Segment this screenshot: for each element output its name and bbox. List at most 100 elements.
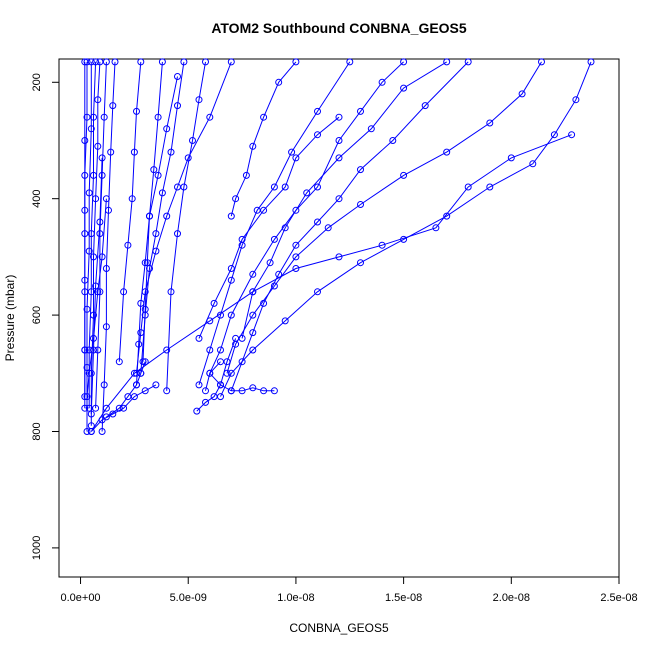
series-line bbox=[198, 116, 340, 339]
data-point bbox=[124, 241, 132, 249]
data-point bbox=[292, 253, 300, 261]
series-7 bbox=[238, 58, 451, 342]
data-point bbox=[217, 381, 224, 389]
data-point bbox=[83, 393, 91, 401]
data-point bbox=[400, 84, 408, 92]
y-tick-label: 600 bbox=[31, 306, 43, 324]
data-point bbox=[486, 183, 494, 191]
series-line bbox=[230, 61, 469, 391]
data-point bbox=[400, 58, 408, 66]
series-line bbox=[198, 61, 351, 386]
data-point bbox=[217, 346, 224, 354]
series-3 bbox=[223, 58, 545, 377]
data-point bbox=[143, 259, 151, 267]
data-point bbox=[98, 253, 106, 261]
data-point bbox=[98, 154, 106, 162]
data-point bbox=[152, 381, 160, 389]
series-10 bbox=[133, 58, 235, 377]
series-line bbox=[140, 61, 185, 374]
data-point bbox=[238, 235, 246, 243]
data-point bbox=[314, 107, 321, 115]
series-line bbox=[95, 61, 107, 409]
data-point bbox=[163, 387, 171, 395]
y-tick-label: 200 bbox=[31, 73, 43, 91]
data-point bbox=[141, 259, 149, 267]
x-axis-label: CONBNA_GEOS5 bbox=[289, 621, 389, 635]
series-layer bbox=[81, 58, 595, 435]
data-point bbox=[550, 131, 558, 139]
data-point bbox=[133, 107, 140, 115]
x-tick-label: 2.0e-08 bbox=[493, 592, 530, 604]
data-point bbox=[81, 206, 89, 214]
data-point bbox=[529, 160, 537, 168]
data-point bbox=[206, 113, 214, 121]
x-axis: 0.0e+00 5.0e-09 1.0e-08 1.5e-08 2.0e-08 2.5e-… bbox=[60, 576, 638, 604]
data-point bbox=[109, 102, 117, 110]
data-point bbox=[260, 113, 268, 121]
data-point bbox=[335, 253, 343, 261]
data-point bbox=[335, 154, 343, 162]
series-line bbox=[90, 134, 572, 432]
data-point bbox=[152, 230, 160, 238]
data-point bbox=[115, 404, 123, 412]
y-tick-label: 1000 bbox=[31, 536, 43, 560]
series-24 bbox=[87, 154, 106, 418]
data-point bbox=[464, 58, 472, 66]
data-point bbox=[314, 183, 321, 191]
data-point bbox=[324, 224, 332, 232]
data-point bbox=[158, 189, 166, 197]
data-point bbox=[572, 96, 580, 104]
data-point bbox=[167, 288, 175, 296]
data-point bbox=[210, 299, 218, 307]
data-point bbox=[115, 358, 123, 366]
series-line bbox=[142, 61, 163, 362]
data-point bbox=[249, 142, 257, 150]
data-point bbox=[81, 346, 89, 354]
data-point bbox=[292, 154, 300, 162]
data-point bbox=[120, 404, 128, 412]
data-point bbox=[281, 224, 289, 232]
data-point bbox=[85, 189, 93, 197]
data-point bbox=[249, 288, 257, 296]
data-point bbox=[109, 410, 117, 418]
data-point bbox=[314, 288, 321, 296]
data-point bbox=[180, 58, 188, 66]
data-point bbox=[292, 241, 300, 249]
data-point bbox=[367, 125, 375, 133]
series-20 bbox=[83, 58, 95, 435]
data-point bbox=[98, 416, 106, 424]
data-point bbox=[292, 58, 300, 66]
data-point bbox=[189, 137, 196, 144]
data-point bbox=[266, 259, 274, 267]
data-point bbox=[292, 265, 300, 272]
data-point bbox=[227, 369, 235, 377]
data-point bbox=[346, 58, 354, 66]
series-line bbox=[241, 61, 447, 339]
series-line bbox=[90, 157, 103, 415]
series-15 bbox=[115, 58, 145, 366]
data-point bbox=[102, 265, 110, 272]
x-tick-label: 0.0e+00 bbox=[60, 592, 100, 604]
data-point bbox=[94, 346, 102, 354]
data-point bbox=[260, 206, 268, 214]
data-point bbox=[227, 387, 235, 395]
data-point bbox=[281, 183, 289, 191]
data-point bbox=[87, 125, 95, 133]
series-line bbox=[226, 61, 542, 374]
series-line bbox=[86, 198, 107, 397]
data-point bbox=[130, 148, 138, 156]
series-line bbox=[230, 61, 297, 217]
data-point bbox=[421, 102, 429, 110]
series-25 bbox=[206, 358, 278, 395]
series-18 bbox=[87, 58, 104, 430]
series-14 bbox=[163, 58, 209, 395]
data-point bbox=[174, 230, 181, 238]
data-point bbox=[281, 317, 289, 325]
data-point bbox=[202, 387, 209, 395]
data-point bbox=[94, 288, 102, 296]
data-point bbox=[195, 96, 203, 104]
series-28 bbox=[87, 381, 160, 435]
data-point bbox=[587, 58, 595, 66]
data-point bbox=[249, 329, 257, 337]
data-point bbox=[83, 58, 91, 66]
